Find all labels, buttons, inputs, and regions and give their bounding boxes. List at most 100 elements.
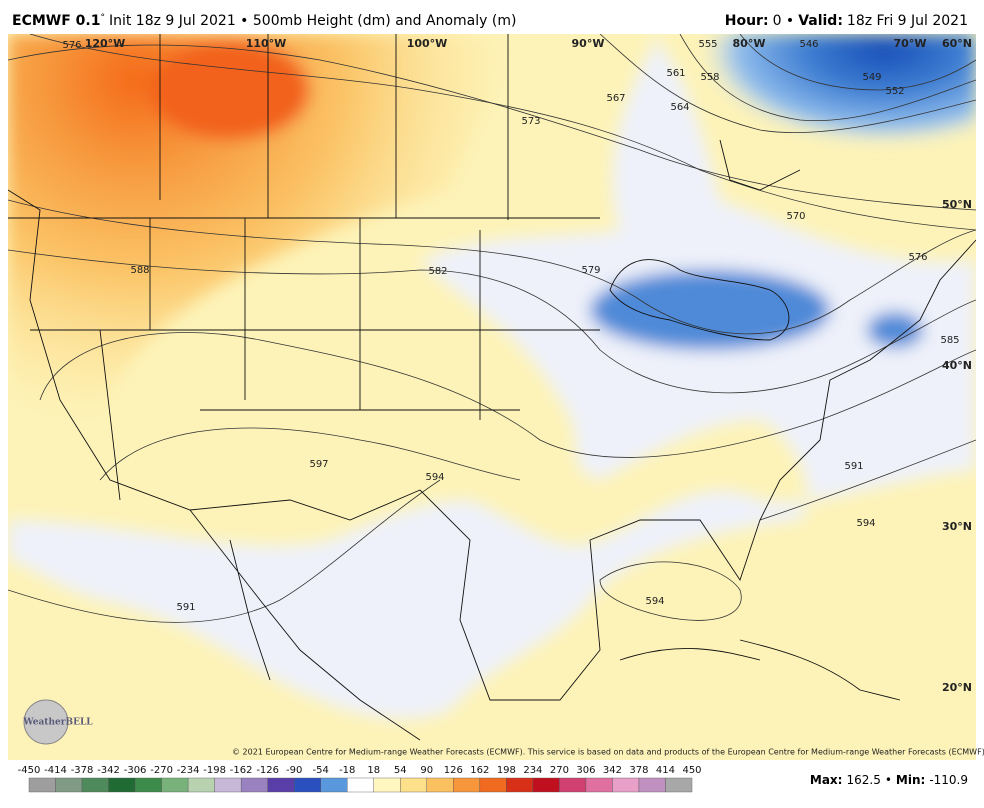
colorbar-segment [638, 777, 666, 793]
colorbar-segment [559, 777, 587, 793]
contour-label: 597 [309, 459, 328, 470]
lat-label: 30°N [942, 520, 972, 533]
contour-label: 546 [799, 39, 818, 50]
valid-label: Valid: [798, 13, 843, 29]
lon-label: 110°W [246, 37, 287, 50]
separator: • [885, 773, 892, 787]
contour-label: 561 [666, 68, 685, 79]
colorbar-segment [585, 777, 613, 793]
contour-label: 579 [581, 265, 600, 276]
colorbar-segment [294, 777, 321, 793]
colorbar-segment [453, 777, 481, 793]
colorbar-tick-label: 198 [497, 765, 516, 776]
colorbar-segment [240, 777, 268, 793]
lat-label: 20°N [942, 681, 972, 694]
colorbar-segment [108, 777, 136, 793]
contour-label: 552 [885, 86, 904, 97]
colorbar-segment [665, 777, 693, 793]
colorbar-segment [479, 777, 507, 793]
contour-label: 558 [700, 72, 719, 83]
lon-label: 80°W [733, 37, 766, 50]
valid-value: 18z Fri 9 Jul 2021 [847, 13, 968, 29]
colorbar-tick-label: -18 [339, 765, 355, 776]
title: ECMWF 0.1° Init 18z 9 Jul 2021 • 500mb He… [12, 13, 516, 30]
contour-label: 582 [428, 266, 447, 277]
colorbar-segment [55, 777, 83, 793]
hour-value: 0 • [773, 13, 795, 29]
contour-label: 594 [425, 472, 444, 483]
contour-label: 564 [670, 102, 689, 113]
colorbar-segment [267, 777, 295, 793]
colorbar-segment [426, 777, 454, 793]
colorbar-tick-label: -234 [177, 765, 200, 776]
colorbar-tick-label: -90 [286, 765, 302, 776]
contour-label: 594 [856, 518, 875, 529]
lon-label: 120°W [85, 37, 126, 50]
contour-label: 573 [521, 116, 540, 127]
colorbar-tick-label: -414 [44, 765, 67, 776]
colorbar-segment [320, 777, 348, 793]
valid-time: Hour: 0 • Valid: 18z Fri 9 Jul 2021 [725, 13, 968, 29]
min-label: Min: [896, 773, 925, 787]
colorbar-tick-label: -450 [18, 765, 41, 776]
colorbar-segment [400, 777, 427, 793]
colorbar-tick-label: 90 [420, 765, 433, 776]
colorbar-tick-label: 342 [603, 765, 622, 776]
colorbar-segment [532, 777, 560, 793]
colorbar-tick-label: -306 [124, 765, 147, 776]
colorbar-segment [612, 777, 640, 793]
contour-label: 570 [786, 211, 805, 222]
contour-label: 594 [645, 596, 664, 607]
colorbar-tick-label: 162 [470, 765, 489, 776]
min-value: -110.9 [929, 773, 968, 787]
colorbar-tick-label: -162 [230, 765, 253, 776]
lon-label: 100°W [407, 37, 448, 50]
colorbar-tick-label: 450 [682, 765, 701, 776]
colorbar-segment [373, 777, 401, 793]
contour-label: 567 [606, 93, 625, 104]
colorbar-tick-label: 54 [394, 765, 407, 776]
model: ECMWF 0.1 [12, 13, 100, 29]
logo-group: WeatherBELL [22, 699, 93, 745]
colorbar-tick-label: -126 [256, 765, 279, 776]
max-value: 162.5 [846, 773, 880, 787]
contour-label: 591 [176, 602, 195, 613]
lat-label: 60°N [942, 37, 972, 50]
contour-label: 585 [940, 335, 959, 346]
colorbar-segment [347, 777, 374, 793]
contour-label: 588 [130, 265, 149, 276]
contour-label: 549 [862, 72, 881, 83]
colorbar-tick-label: 378 [629, 765, 648, 776]
max-label: Max: [810, 773, 843, 787]
colorbar-tick-label: 234 [523, 765, 542, 776]
contour-label: 576 [62, 40, 81, 51]
colorbar-tick-label: -342 [97, 765, 120, 776]
colorbar-tick-label: -378 [71, 765, 94, 776]
colorbar-tick-label: 270 [550, 765, 569, 776]
colorbar-segment [161, 777, 189, 793]
map [8, 34, 976, 760]
copyright: © 2021 European Centre for Medium-range … [232, 748, 984, 757]
colorbar-segment [187, 777, 215, 793]
colorbar-tick-label: 18 [367, 765, 380, 776]
colorbar-segment [134, 777, 162, 793]
colorbar-segment [81, 777, 109, 793]
colorbar-segment [214, 777, 242, 793]
logo: WeatherBELL [22, 718, 93, 728]
colorbar-segment [28, 777, 56, 793]
colorbar-tick-label: -270 [150, 765, 173, 776]
contour-label: 591 [844, 461, 863, 472]
hour-label: Hour: [725, 13, 769, 29]
colorbar-tick-label: 414 [656, 765, 675, 776]
colorbar-tick-label: -54 [313, 765, 329, 776]
lon-label: 70°W [894, 37, 927, 50]
colorbar-tick-label: -198 [203, 765, 226, 776]
colorbar-tick-label: 306 [576, 765, 595, 776]
colorbar-tick-label: 126 [444, 765, 463, 776]
max-min: Max: 162.5 • Min: -110.9 [810, 773, 968, 787]
colorbar-segment [506, 777, 534, 793]
contour-label: 555 [698, 39, 717, 50]
lat-label: 40°N [942, 359, 972, 372]
contour-label: 576 [908, 252, 927, 263]
